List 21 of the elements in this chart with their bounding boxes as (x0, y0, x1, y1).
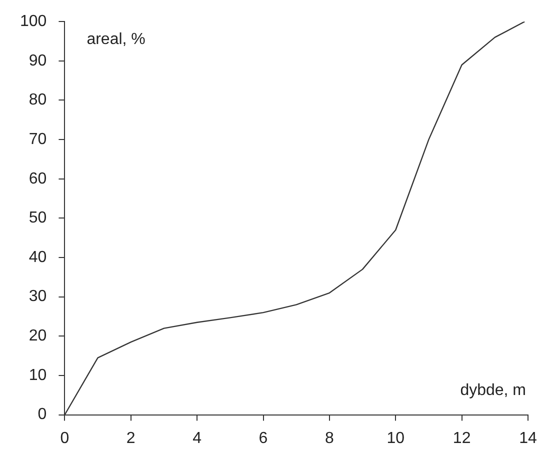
x-tick-label: 8 (324, 430, 334, 447)
y-tick-label: 40 (28, 248, 47, 266)
y-tick-label: 70 (28, 130, 47, 148)
y-tick-label: 10 (28, 366, 47, 384)
x-tick-label: 0 (60, 430, 70, 447)
x-tick-label: 10 (386, 430, 405, 447)
y-tick-label: 100 (20, 13, 47, 30)
y-tick-label: 50 (28, 210, 47, 227)
y-axis-title: areal, % (86, 31, 146, 48)
y-tick-label: 80 (28, 92, 47, 109)
x-tick-label: 4 (192, 430, 202, 447)
x-axis-title: dybde, m (460, 382, 526, 400)
y-tick-label: 90 (28, 52, 47, 70)
y-tick-label: 30 (28, 288, 47, 306)
x-tick-label: 12 (452, 430, 471, 447)
x-tick-label: 6 (258, 430, 268, 447)
x-tick-label: 14 (519, 430, 537, 447)
y-tick-label: 60 (28, 170, 47, 188)
y-tick-label: 20 (28, 328, 47, 345)
y-tick-label: 0 (38, 406, 47, 424)
x-tick-label: 2 (126, 430, 136, 447)
